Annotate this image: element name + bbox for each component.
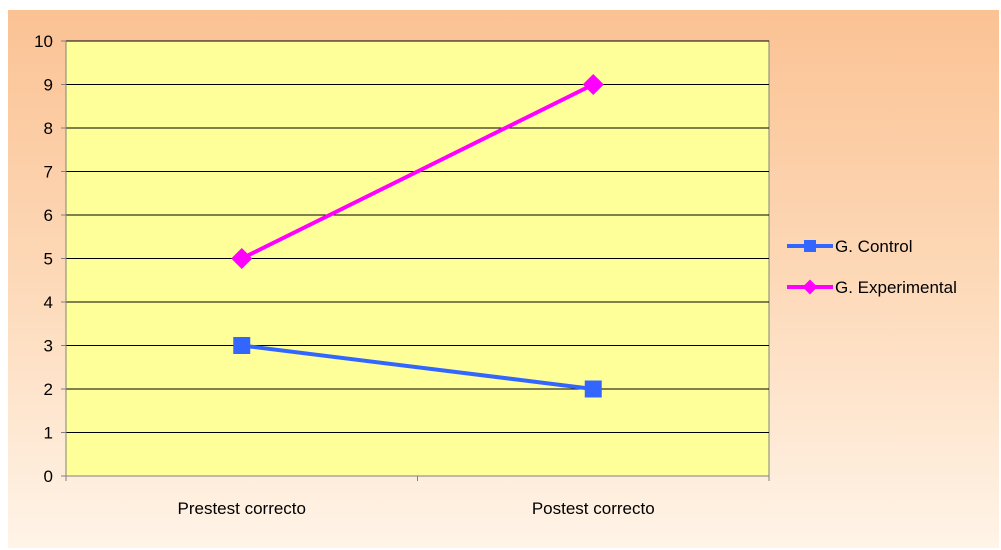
y-tick-label: 8 bbox=[44, 119, 53, 138]
y-tick-label: 4 bbox=[44, 293, 53, 312]
y-tick-label: 2 bbox=[44, 380, 53, 399]
diamond-marker bbox=[582, 73, 604, 96]
square-marker bbox=[584, 380, 602, 398]
legend-entry: G. Control bbox=[787, 237, 912, 256]
legend-label: G. Control bbox=[835, 237, 912, 256]
square-marker bbox=[233, 337, 251, 354]
x-tick-label: Prestest correcto bbox=[178, 499, 307, 518]
square-marker bbox=[804, 240, 816, 252]
y-tick-label: 1 bbox=[44, 424, 53, 443]
series-control bbox=[233, 337, 602, 398]
chart-area: 0 1 2 3 4 5 6 7 8 9 10 Prestest correcto Postest cor… bbox=[8, 10, 999, 548]
legend-label: G. Experimental bbox=[835, 278, 957, 297]
series-line bbox=[240, 82, 595, 261]
x-tick-label: Postest correcto bbox=[532, 499, 655, 518]
y-tick-label: 0 bbox=[44, 467, 53, 486]
series-line bbox=[241, 343, 594, 391]
legend-entry: G. Experimental bbox=[787, 278, 957, 297]
diamond-marker bbox=[802, 279, 818, 295]
y-tick-label: 10 bbox=[34, 32, 53, 51]
y-tick-label: 3 bbox=[44, 337, 53, 356]
y-tick-label: 7 bbox=[44, 163, 53, 182]
y-tick-label: 9 bbox=[44, 76, 53, 95]
y-tick-label: 5 bbox=[44, 250, 53, 269]
line-chart: 0 1 2 3 4 5 6 7 8 9 10 Prestest correcto Postest cor… bbox=[34, 32, 957, 518]
y-tick-label: 6 bbox=[44, 206, 53, 225]
